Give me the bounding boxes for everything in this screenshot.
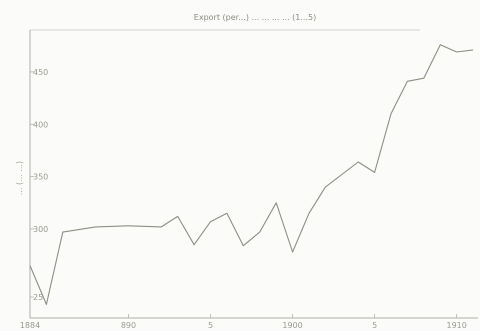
x-tick-label: 1900 [282, 321, 302, 330]
x-tick-label: 1910 [446, 321, 466, 330]
y-tick-label: 300 [33, 225, 48, 234]
y-tick-label: 25 [33, 293, 43, 302]
x-tick-label: 5 [372, 321, 377, 330]
x-tick-label: 5 [208, 321, 213, 330]
y-tick-label: 350 [33, 173, 48, 182]
series-line-0 [29, 44, 474, 305]
y-axis-title: ... (... ...) [15, 161, 24, 195]
x-tick-label: 1884 [20, 321, 40, 330]
plot-marks: 25 300 350 400 450 1884 890 5 1900 5 1910 [20, 44, 474, 330]
y-tick-label: 400 [33, 120, 48, 129]
chart-title: Export (per...) ... ... ... ... (1...5) [194, 13, 316, 22]
y-tick-label: 450 [33, 68, 48, 77]
x-tick-label: 890 [121, 321, 136, 330]
